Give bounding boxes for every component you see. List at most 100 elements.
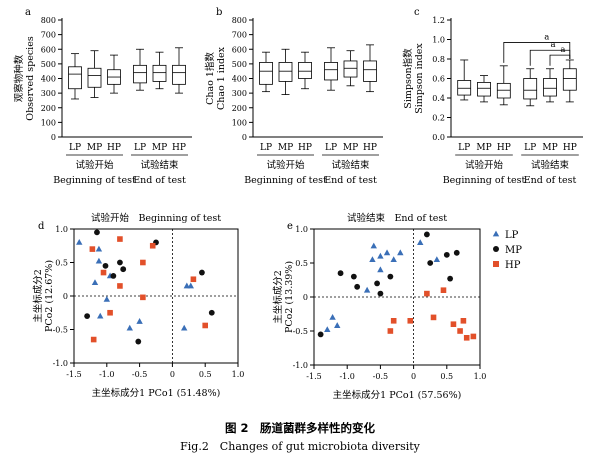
- panel-e-point-MP: [354, 283, 361, 290]
- panel-d-point-HP: [90, 336, 97, 343]
- panel-d-point-HP: [100, 269, 107, 276]
- panel-e-y-tick-label: -1.0: [293, 361, 308, 370]
- panel-c-box-LP: [457, 80, 472, 96]
- panel-e-letter: e: [287, 221, 293, 232]
- panel-c-y-tick-label: 0.2: [432, 114, 445, 123]
- panel-e-point-LP: [324, 326, 331, 333]
- panel-a-box-MP: [87, 67, 102, 88]
- panel-b-category-label: LP: [260, 143, 272, 153]
- figure-caption-en: Fig.2 Changes of gut microbiota diversit…: [180, 440, 420, 453]
- panel-d-point-MP: [120, 266, 127, 273]
- panel-d-xlabel: 主坐标成分1 PCo1 (51.48%): [92, 387, 221, 399]
- panel-b-letter: b: [216, 7, 222, 18]
- panel-d-point-HP: [117, 236, 123, 242]
- panel-b-y-tick-label: 0: [242, 133, 247, 142]
- panel-e-point-LP: [433, 256, 441, 262]
- panel-c-category-label: MP: [476, 143, 491, 153]
- panel-b-box-HP: [363, 60, 377, 82]
- panel-c-y-tick-label: 0.8: [432, 55, 445, 64]
- panel-c-ylabel-cn: Simpson指数: [402, 48, 414, 109]
- panel-d-point-MP: [135, 338, 142, 345]
- panel-e-point-LP: [383, 249, 391, 256]
- panel-c-category-label: HP: [563, 143, 577, 153]
- panel-c-box-HP: [496, 82, 511, 99]
- panel-e-point-HP: [450, 321, 457, 327]
- panel-e-ylabel-en: PCo2 (13.39%): [284, 261, 295, 333]
- panel-a-group-label-cn: 试验结束: [140, 159, 179, 171]
- panel-e-point-LP: [363, 286, 371, 293]
- panel-a-category-label: LP: [134, 143, 146, 153]
- panel-c-y-tick-label: 0.6: [432, 75, 445, 84]
- panel-e-point-HP: [424, 290, 430, 297]
- panel-d-point-LP: [91, 279, 99, 285]
- panel-a-category-label: LP: [69, 143, 81, 153]
- panel-e-point-LP: [377, 252, 384, 259]
- panel-c-y-tick-label: 1.2: [432, 16, 445, 25]
- panel-a-group-label-cn: 试验开始: [75, 159, 114, 171]
- panel-e-y-tick-label: 1.0: [295, 225, 308, 234]
- panel-b-box-HP: [298, 62, 312, 79]
- panel-a-y-tick-label: 500: [41, 60, 56, 69]
- panel-c-category-label: HP: [497, 143, 511, 153]
- panel-a-category-label: HP: [172, 143, 186, 153]
- panel-a-y-tick-label: 0: [51, 133, 56, 142]
- panel-d-x-tick-label: -1.5: [66, 370, 81, 379]
- panel-e-x-tick-label: 0: [411, 372, 416, 381]
- panel-d-point-MP: [102, 262, 109, 269]
- panel-d-point-MP: [94, 229, 100, 236]
- panel-d-point-HP: [89, 246, 96, 252]
- panel-d-y-tick-label: 0: [63, 292, 68, 301]
- panel-e-point-MP: [350, 273, 357, 280]
- panel-d-ylabel-cn: 主坐标成分2: [32, 269, 44, 323]
- panel-c-box-MP: [543, 78, 557, 97]
- panel-c-y-tick-label: 1.0: [432, 36, 445, 45]
- panel-a-group-label-en: Beginning of test: [53, 175, 136, 186]
- panel-c-category-label: LP: [524, 143, 536, 153]
- panel-e-point-MP: [387, 273, 394, 280]
- panel-e-point-LP: [334, 322, 341, 328]
- panel-e-point-MP: [427, 260, 434, 266]
- panel-d-x-tick-label: 0: [170, 370, 175, 379]
- panel-c-significance-label: a: [560, 45, 565, 55]
- panel-e-title: 试验结束 End of test: [347, 212, 447, 224]
- panel-d-y-tick-label: 1.0: [55, 225, 68, 234]
- panel-b-box-MP: [343, 60, 358, 78]
- panel-e-point-LP: [397, 249, 404, 256]
- panel-c-group-label-en: Beginning of test: [443, 175, 526, 186]
- panel-a-category-label: HP: [107, 143, 121, 153]
- panel-d-title: 试验开始 Beginning of test: [91, 212, 221, 224]
- panel-d-point-HP: [107, 309, 113, 316]
- panel-a-y-tick-label: 300: [41, 89, 56, 98]
- panel-e-point-LP: [369, 256, 376, 262]
- panel-d-point-MP: [208, 309, 215, 316]
- panel-b-group-label-cn: 试验结束: [331, 159, 370, 171]
- panel-d-x-tick-label: -0.5: [132, 370, 147, 379]
- panel-e-point-HP: [470, 333, 477, 340]
- panel-d-ylabel-en: PCo2 (12.67%): [44, 260, 55, 332]
- panel-d-point-HP: [149, 242, 156, 249]
- panel-b-box-LP: [259, 62, 273, 85]
- panel-d-x-tick-label: 0.5: [199, 370, 212, 379]
- panel-c-group-label-cn: 试验结束: [531, 159, 570, 171]
- legend-marker-HP: [493, 261, 499, 267]
- panel-a-box-LP: [68, 66, 82, 90]
- panel-b-y-tick-label: 200: [232, 104, 247, 113]
- panel-e-y-tick-label: 0: [303, 293, 308, 302]
- panel-d-x-tick-label: 1.0: [232, 370, 245, 379]
- panel-e-point-MP: [337, 270, 344, 277]
- panel-d-point-MP: [84, 313, 91, 319]
- panel-c-significance-label: a: [544, 32, 549, 42]
- panel-b-box-MP: [278, 62, 293, 82]
- panel-d-point-HP: [202, 322, 208, 329]
- panel-e-point-LP: [390, 256, 397, 262]
- panel-a-group-label-en: End of test: [133, 175, 186, 186]
- panel-e-y-tick-label: 0.5: [295, 259, 308, 268]
- panel-c-group-label-cn: 试验开始: [465, 159, 504, 171]
- panel-e-x-tick-label: 1.0: [474, 372, 487, 381]
- panel-a-y-tick-label: 700: [41, 31, 56, 40]
- panel-e-point-MP: [374, 280, 380, 287]
- panel-c-group-label-en: End of test: [524, 175, 577, 186]
- panel-a-y-tick-label: 200: [41, 104, 56, 113]
- panel-b-y-tick-label: 400: [232, 75, 247, 84]
- panel-c-category-label: LP: [458, 143, 470, 153]
